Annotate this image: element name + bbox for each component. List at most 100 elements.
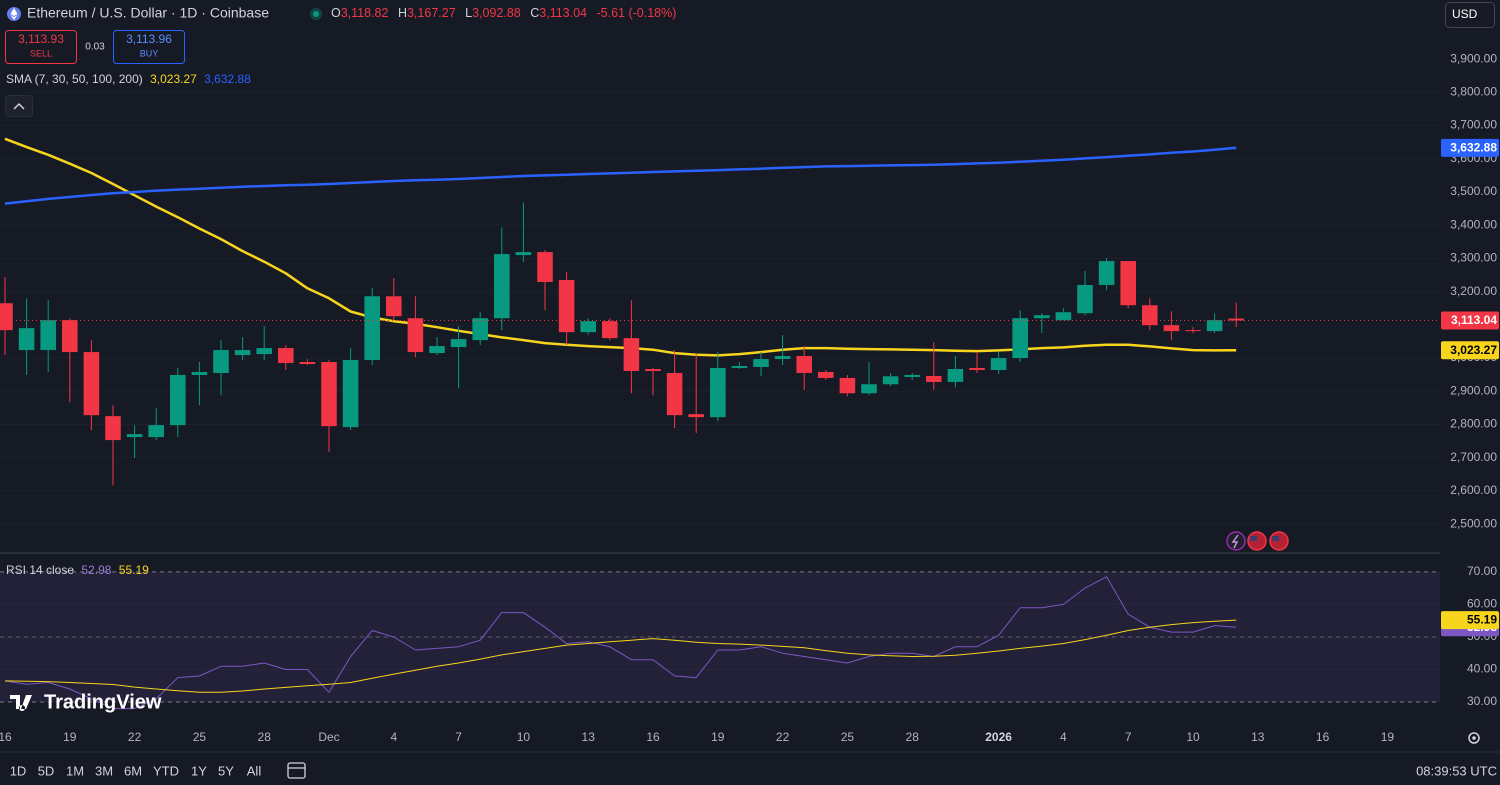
candle-body (62, 320, 78, 353)
time-tick-label: 16 (1316, 730, 1330, 744)
candle-body (126, 434, 143, 438)
buy-label[interactable]: BUY (140, 48, 159, 58)
candle-body (1163, 325, 1180, 332)
sell-price[interactable]: 3,113.93 (18, 32, 64, 46)
candle-body (882, 376, 899, 385)
time-tick-label: 10 (1186, 730, 1200, 744)
collapse-button[interactable] (5, 95, 33, 117)
currency-button[interactable] (1445, 2, 1495, 28)
rsi-tick-label: 30.00 (1467, 694, 1497, 708)
settings-icon-core[interactable] (1472, 736, 1476, 740)
candle-body (537, 252, 553, 282)
candle-body (645, 368, 661, 371)
candle-body (83, 352, 100, 416)
price-badge (1441, 341, 1499, 360)
range-button[interactable]: 6M (124, 763, 142, 778)
candle-body (494, 254, 510, 319)
sma-title: SMA (7, 30, 50, 100, 200) (6, 72, 143, 86)
range-button[interactable]: All (247, 763, 262, 778)
price-change: -5.61 (-0.18%) (597, 6, 677, 20)
candle-body (170, 374, 186, 426)
candle-body (926, 375, 942, 382)
candle-body (731, 366, 748, 369)
candle-body (0, 303, 13, 331)
candle-body (818, 371, 834, 378)
brand-name: TradingView (44, 691, 162, 713)
rsi-value: 55.19 (119, 563, 149, 577)
range-button[interactable]: YTD (153, 763, 179, 778)
candle-body (558, 279, 575, 333)
candle-body (1185, 330, 1201, 332)
candle-body (990, 358, 1007, 370)
time-tick-label: 19 (1381, 730, 1395, 744)
candle-body (429, 346, 445, 354)
buy-button[interactable]: 3,113.96 BUY (113, 30, 185, 64)
time-tick-label: 4 (390, 730, 397, 744)
candle-body (450, 339, 467, 348)
rsi-tick-label: 70.00 (1467, 564, 1497, 578)
range-button[interactable]: 1M (66, 763, 84, 778)
candle-body (839, 377, 856, 394)
sell-box[interactable] (5, 30, 77, 64)
time-tick-label: 28 (258, 730, 272, 744)
candle-body (40, 320, 56, 351)
candle-body (278, 348, 294, 364)
candle-body (342, 360, 359, 428)
time-tick-label: 2026 (985, 730, 1012, 744)
sma-legend: SMA (7, 30, 50, 100, 200) 3,023.27 3,632… (6, 72, 251, 86)
candle-body (1034, 315, 1050, 319)
clock: 08:39:53 UTC (1416, 763, 1497, 778)
collapse-icon[interactable] (13, 102, 25, 110)
event-glyph[interactable] (1231, 534, 1239, 549)
time-tick-label: 16 (0, 730, 12, 744)
eth-glyph (10, 8, 18, 20)
price-tick-label: 3,900.00 (1450, 51, 1497, 65)
price-tick-label: 2,500.00 (1450, 516, 1497, 530)
time-tick-label: 13 (582, 730, 596, 744)
date-range-icon[interactable] (287, 762, 306, 779)
candle-body (580, 321, 596, 333)
candle-body (602, 321, 618, 339)
time-tick-label: 28 (906, 730, 920, 744)
buy-price[interactable]: 3,113.96 (126, 32, 172, 46)
symbol-title: Ethereum / U.S. Dollar · 1D · Coinbase (27, 5, 269, 21)
candle-body (256, 348, 272, 355)
price-tick-label: 2,700.00 (1450, 450, 1497, 464)
sell-label[interactable]: SELL (30, 48, 52, 58)
candle-body (1098, 261, 1115, 285)
price-badge (1441, 138, 1499, 157)
candle-body (969, 368, 985, 370)
candle-body (299, 362, 316, 365)
range-button[interactable]: 1Y (191, 763, 207, 778)
event-icon[interactable] (1226, 531, 1246, 551)
candle-body (623, 338, 640, 371)
settings-icon[interactable] (1468, 732, 1480, 744)
candle-body (515, 252, 532, 256)
price-tick-label: 2,800.00 (1450, 417, 1497, 431)
flag-canton (1250, 536, 1257, 541)
candle-body (796, 356, 812, 373)
currency[interactable]: USD (1452, 7, 1478, 21)
price-badge-label: 3,632.88 (1450, 141, 1497, 155)
price-tick-label: 3,500.00 (1450, 184, 1497, 198)
candle-body (472, 318, 488, 341)
time-tick-label: Dec (318, 730, 339, 744)
sell-button[interactable]: 3,113.93 SELL (5, 30, 77, 64)
time-tick-label: 7 (455, 730, 462, 744)
candle-body (861, 384, 877, 394)
time-tick-label: 22 (776, 730, 790, 744)
price-tick-label: 3,200.00 (1450, 284, 1497, 298)
range-button[interactable]: 3M (95, 763, 113, 778)
range-button[interactable]: 1D (10, 763, 27, 778)
candle-body (1228, 318, 1244, 321)
ohlc-value: 3,113.04 (539, 6, 587, 20)
range-button[interactable]: 5D (38, 763, 55, 778)
range-button[interactable]: 5Y (218, 763, 234, 778)
time-tick-label: 7 (1125, 730, 1132, 744)
buy-box[interactable] (113, 30, 185, 64)
price-tick-label: 2,600.00 (1450, 483, 1497, 497)
market-status-dot (313, 11, 319, 17)
price-tick-label: 3,800.00 (1450, 85, 1497, 99)
